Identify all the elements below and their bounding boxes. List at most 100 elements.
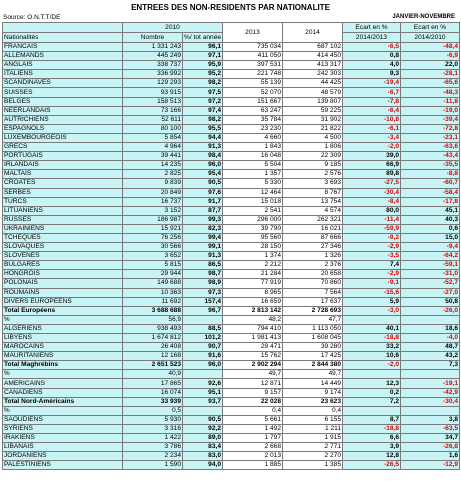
pct-total-cell: 98,9 (181, 278, 224, 289)
table-row: GRECS 4 964 91,3 1 843 1 806 -2,0 -63,6 (2, 142, 461, 153)
nationality-cell: MALTAIS (2, 169, 123, 180)
nationality-cell: CANADIENS (2, 387, 123, 398)
nationality-cell: CROATES (2, 178, 123, 189)
nationality-cell: LIBANAIS (2, 442, 123, 453)
count-2010-cell: 4 964 (122, 142, 183, 153)
count-2014-cell: 1 608 045 (282, 332, 344, 344)
count-2010-cell: 52 611 (122, 114, 183, 125)
nationality-cell: ESPAGNOLS (2, 123, 123, 134)
count-2013-cell: 49,7 (222, 369, 284, 380)
pct-total-cell: 99,1 (181, 242, 224, 253)
pct-total-cell: 157,4 (181, 296, 224, 307)
ecart-2014-2010-cell: 7,3 (400, 360, 461, 371)
count-2010-cell: 338 737 (122, 60, 183, 71)
ecart-2014-2013-cell: -11,4 (342, 214, 402, 225)
ecart-2014-2010-cell: 0,6 (400, 223, 461, 234)
count-2014-cell: 262 321 (282, 214, 344, 225)
pct-total-cell: 86,5 (181, 260, 224, 271)
table-row: UKRAINIENS 15 921 82,3 39 790 16 021 -59,9 0,6 (2, 223, 461, 234)
count-2013-cell: 2 212 (222, 260, 284, 271)
ecart-2014-2013-cell: 7,4 (342, 260, 402, 271)
nationality-cell: PORTUGAIS (2, 151, 123, 162)
header-ecart-1: Ecart en % (342, 22, 402, 33)
count-2013-cell: 16 659 (222, 296, 284, 307)
count-2013-cell: 735 034 (222, 41, 284, 53)
nationality-cell: Total Maghrébins (2, 360, 123, 371)
count-2013-cell: 63 247 (222, 105, 284, 116)
nationality-cell: SERBES (2, 187, 123, 198)
nationality-cell: POLONAIS (2, 278, 123, 289)
count-2014-cell: 1 211 (282, 423, 344, 435)
count-2013-cell: 28 150 (222, 242, 284, 253)
table-row: DIVERS EUROPEENS 11 692 157,4 16 659 17 637 5… (2, 296, 461, 307)
ecart-2014-2010-cell: 50,8 (400, 296, 461, 307)
ecart-2014-2013-cell: -27,5 (342, 178, 402, 189)
ecart-2014-2013-cell: -6,7 (342, 87, 402, 98)
nationality-cell: TCHEQUES (2, 232, 123, 244)
period-label: JANVIER-NOVEMBRE (392, 14, 455, 20)
count-2010-cell: 9 839 (122, 178, 183, 189)
count-2013-cell: 1 981 413 (222, 332, 284, 344)
ecart-2014-2013-cell: 0,8 (342, 51, 402, 62)
table-row: ALGERIENS 938 493 88,5 794 410 1 113 050 40,1… (2, 323, 461, 335)
count-2014-cell: 23 623 (282, 396, 344, 407)
ecart-2014-2013-cell: -6,1 (342, 123, 402, 134)
count-2014-cell: 687 102 (282, 41, 344, 53)
ecart-2014-2013-cell: -10,8 (342, 114, 402, 125)
count-2013-cell: 23 230 (222, 123, 284, 134)
total-row: Total Nord-Américains 33 939 93,7 22 028 23 … (2, 396, 461, 407)
nationality-cell: LUXEMBOURGEOIS (2, 132, 123, 144)
table-row: ALLEMANDS 445 249 97,1 411 050 414 450 0,8 -6,… (2, 51, 461, 62)
count-2013-cell: 2 541 (222, 205, 284, 216)
nationality-cell: UKRAINIENS (2, 223, 123, 234)
table-row: ROUMAINS 10 363 97,3 8 965 7 564 -15,6 -27,0 (2, 287, 461, 298)
ecart-2014-2010-cell: -6,9 (400, 51, 461, 62)
table-row: ESPAGNOLS 80 100 95,5 23 230 21 822 -6,1 -72,8 (2, 123, 461, 134)
total-row: Total Maghrébins 2 651 523 96,0 2 902 294 2 … (2, 360, 461, 371)
percent-row: % 0,5 0,4 0,4 (2, 405, 461, 416)
ecart-2014-2013-cell (342, 405, 402, 416)
count-2014-cell: 1 326 (282, 251, 344, 262)
count-2010-cell: 17 865 (122, 378, 183, 389)
nationality-cell: MAROCAINS (2, 342, 123, 353)
nationality-cell: ROUMAINS (2, 287, 123, 298)
count-2010-cell: 39 441 (122, 151, 183, 162)
count-2014-cell: 1 385 (282, 460, 344, 471)
nationality-cell: RUSSES (2, 214, 123, 225)
count-2010-cell: 1 331 243 (122, 41, 183, 53)
count-2014-cell: 414 450 (282, 51, 344, 62)
count-2013-cell: 5 504 (222, 160, 284, 171)
ecart-2014-2013-cell: 33,2 (342, 342, 402, 353)
count-2010-cell: 5 854 (122, 132, 183, 144)
nationality-cell: Total Nord-Américains (2, 396, 123, 407)
ecart-2014-2013-cell: 89,8 (342, 169, 402, 180)
pct-total-cell: 95,1 (181, 387, 224, 398)
count-2010-cell: 40,9 (122, 369, 183, 380)
count-2010-cell: 5 815 (122, 260, 183, 271)
nationality-cell: % (2, 314, 123, 325)
pct-total-cell: 91,3 (181, 142, 224, 153)
count-2013-cell: 95 560 (222, 232, 284, 244)
count-2014-cell: 139 807 (282, 96, 344, 107)
table-row: BELGES 158 513 97,2 151 667 139 807 -7,8 -11,8 (2, 96, 461, 107)
header-ecart-2: Ecart en % (400, 22, 461, 33)
ecart-2014-2010-cell: -31,0 (400, 269, 461, 280)
header-pct-total: %/ tot année (181, 32, 224, 43)
pct-total-cell: 98,7 (181, 269, 224, 280)
pct-total-cell: 97,1 (181, 51, 224, 62)
count-2010-cell: 33 939 (122, 396, 183, 407)
count-2013-cell: 1 492 (222, 423, 284, 435)
count-2014-cell: 2 270 (282, 451, 344, 462)
ecart-2014-2013-cell: -18,8 (342, 423, 402, 435)
pct-total-cell: 98,2 (181, 78, 224, 89)
count-2013-cell: 151 667 (222, 96, 284, 107)
count-2014-cell: 2 728 693 (282, 305, 344, 316)
ecart-2014-2013-cell: 7,2 (342, 396, 402, 407)
count-2010-cell: 3 688 688 (122, 305, 183, 316)
table-row: CROATES 9 839 90,5 5 330 3 693 -27,5 -60,7 (2, 178, 461, 189)
count-2010-cell: 20 849 (122, 187, 183, 198)
count-2010-cell: 76 256 (122, 232, 183, 244)
nationality-cell: GRECS (2, 142, 123, 153)
table-row: ANGLAIS 338 737 95,9 397 531 413 317 4,0 22,0 (2, 60, 461, 71)
ecart-2014-2010-cell (400, 405, 461, 416)
